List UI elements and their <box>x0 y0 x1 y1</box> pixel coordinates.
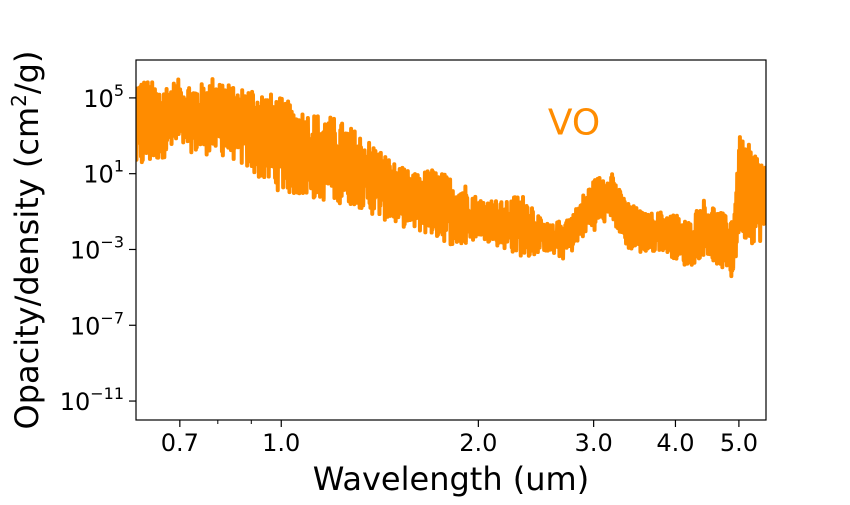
series-line-0 <box>136 77 766 279</box>
series-annotation-label: VO <box>548 103 600 144</box>
x-tick-label: 2.0 <box>459 429 497 457</box>
x-tick-label: 5.0 <box>720 429 758 457</box>
plot-area <box>136 77 766 279</box>
y-axis-label-superscript: 2 <box>7 94 31 107</box>
x-tick-label: 4.0 <box>656 429 694 457</box>
y-tick-label: 101 <box>83 157 124 189</box>
y-axis-label-tail: /g) <box>8 51 46 95</box>
x-axis-ticks: 0.7 1.0 2.0 3.0 4.0 5.0 <box>161 420 758 457</box>
y-tick-label: 10−3 <box>70 232 124 264</box>
x-tick-label: 3.0 <box>575 429 613 457</box>
y-axis-label-main: Opacity/density (cm <box>8 107 46 430</box>
y-tick-label: 10−11 <box>60 384 124 416</box>
y-axis-label: Opacity/density (cm2/g) <box>7 51 46 430</box>
x-axis-label: Wavelength (um) <box>313 460 589 498</box>
y-tick-label: 10−7 <box>70 308 124 340</box>
y-axis-ticks: 105 101 10−3 10−7 10−11 <box>60 81 136 416</box>
x-tick-label: 1.0 <box>262 429 300 457</box>
y-tick-label: 105 <box>83 81 124 113</box>
x-tick-label: 0.7 <box>161 429 199 457</box>
axes-frame <box>135 59 767 421</box>
